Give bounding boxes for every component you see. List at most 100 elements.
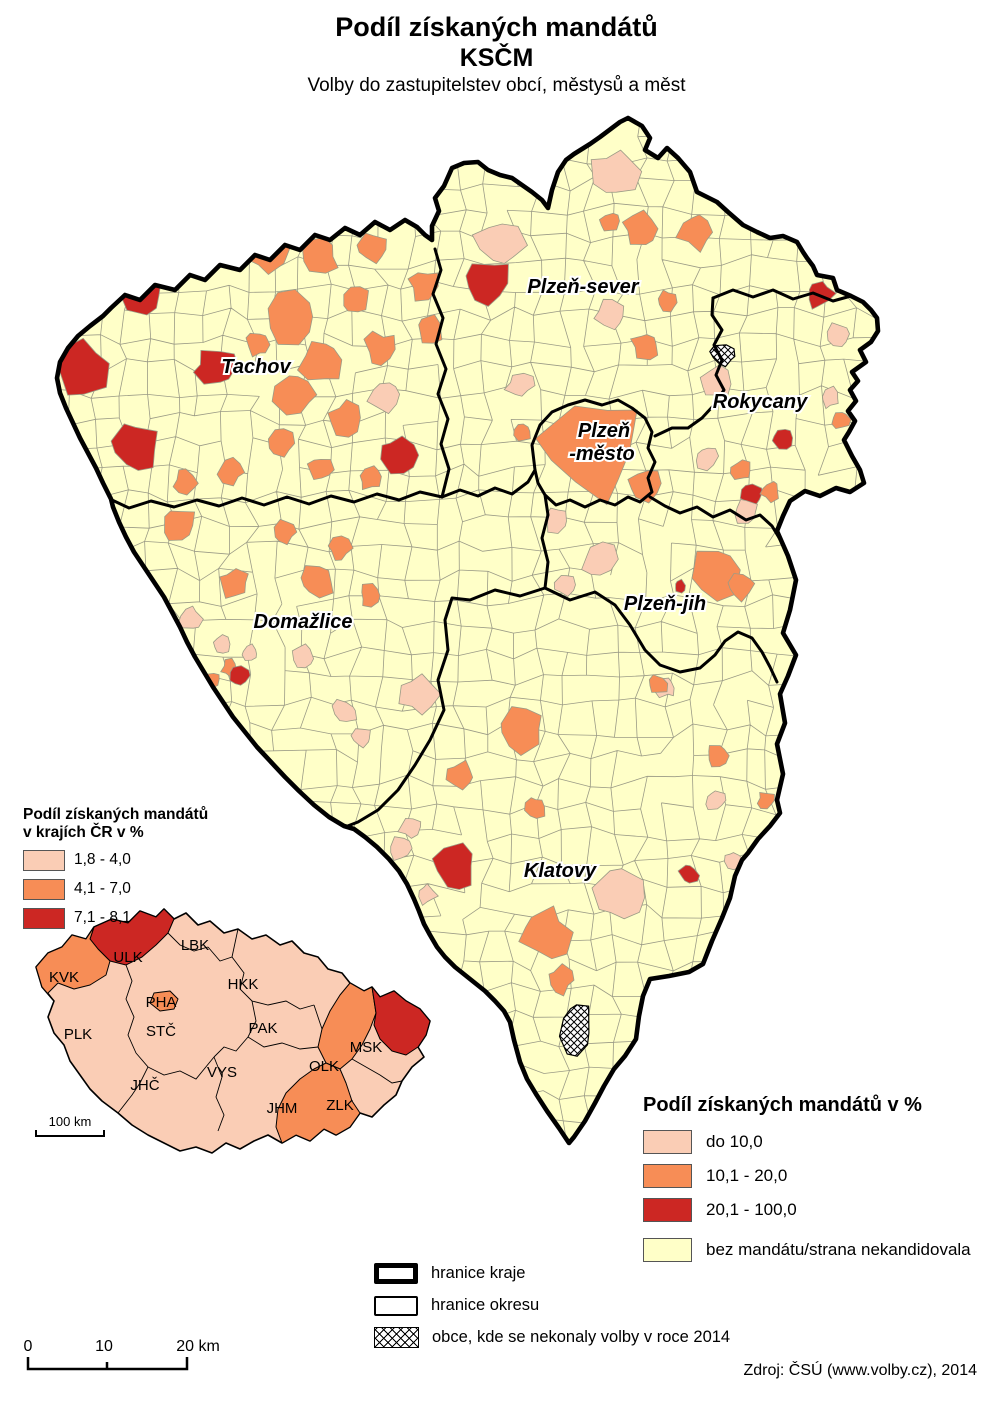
municipality-patch (361, 582, 381, 608)
title-block: Podíl získaných mandátů KSČM Volby do za… (0, 12, 993, 98)
boundary-legend-row: hranice kraje (374, 1261, 730, 1286)
district-label-tachov: Tachov (221, 356, 292, 378)
mandate-swatch-red (643, 1198, 692, 1222)
municipality-patch (826, 322, 850, 348)
municipality-patch (471, 223, 529, 264)
kraj-legend-row: 7,1 - 8,1 (23, 907, 208, 929)
kraj-boundary-swatch (374, 1263, 418, 1284)
mandate-swatch-label: 20,1 - 100,0 (706, 1200, 797, 1219)
municipality-patch (229, 665, 251, 686)
inset-region-jhm (275, 1062, 361, 1144)
inset-region-kvk (35, 926, 111, 1002)
municipality-patch (822, 385, 839, 410)
district-label-domazlice: Domažlice (254, 611, 353, 633)
boundary-legend-row: hranice okresu (374, 1293, 730, 1318)
inset-label-zlk: ZLK (326, 1097, 354, 1114)
municipality-patch (503, 372, 536, 397)
inset-label-msk: MSK (350, 1039, 383, 1056)
municipality-patch (407, 272, 439, 302)
district-boundary-plzensever-rokycany-west (653, 296, 726, 438)
mandate-legend-row: 20,1 - 100,0 (643, 1198, 993, 1222)
municipality-patch (366, 382, 401, 415)
municipality-patch (553, 575, 576, 598)
municipality-patch (192, 349, 238, 385)
municipality-patch (327, 535, 354, 561)
inset-region-borders (117, 928, 403, 1132)
mandate-swatch-orange (643, 1164, 692, 1188)
municipality-patch (172, 468, 199, 496)
inset-scale-bar: 100 km (35, 1114, 105, 1137)
municipality-patch (271, 375, 318, 416)
municipality-patch (759, 481, 779, 504)
inset-label-lbk: LBK (181, 937, 209, 954)
main-map (54, 115, 881, 1146)
municipality-patch (398, 673, 442, 716)
municipality-patch (110, 423, 158, 471)
municipality-patch (691, 550, 741, 602)
municipality-patch (327, 398, 361, 438)
mandate-swatch-pink (643, 1130, 692, 1154)
municipality-patch (331, 698, 358, 722)
municipality-patch (756, 792, 775, 810)
kraj-swatch-red (23, 907, 65, 929)
municipality-patch (164, 510, 196, 541)
municipality-patch (548, 963, 575, 997)
no-election-municipality (558, 1004, 590, 1057)
district-label-rokycany: Rokycany (713, 391, 808, 413)
kraj-legend-title-line1: Podíl získaných mandátů (23, 806, 209, 823)
municipality-patch (629, 334, 659, 361)
municipality-patch (593, 298, 625, 331)
municipality-patch (356, 232, 387, 265)
district-label-klatovy: Klatovy (524, 860, 597, 882)
municipality-patch (729, 459, 751, 480)
inset-label-pak: PAK (249, 1020, 278, 1037)
district-boundary-plzenmesto-ring (530, 398, 657, 509)
municipality-patch (306, 458, 335, 481)
municipality-patch (513, 423, 531, 442)
district-boundary-plzensever-rokycany-north (711, 288, 853, 303)
municipality-patch (245, 332, 271, 358)
inset-label-vys: VYS (207, 1064, 237, 1081)
municipality-patch (524, 797, 546, 819)
municipality-patch (390, 836, 413, 862)
map-title: Podíl získaných mandátů (335, 12, 658, 42)
municipality-patch (291, 643, 315, 669)
municipality-patch (212, 634, 231, 654)
municipality-patch (431, 842, 473, 890)
district-boundary-tachov-plzensever (431, 247, 451, 499)
mandate-legend: Podíl získaných mandátů v % do 10,0 10,1… (643, 1094, 993, 1272)
district-boundary-tachov-domazlice (110, 490, 444, 510)
mandate-legend-row: bez mandátu/strana nekandidovala (643, 1238, 993, 1262)
inset-map-czechia (35, 908, 431, 1154)
municipality-patch (273, 518, 298, 546)
boundary-label: hranice okresu (431, 1296, 540, 1314)
municipality-patch (831, 412, 852, 430)
municipality-patch (598, 212, 620, 232)
inset-region-pha (149, 990, 179, 1012)
kraj-swatch-label: 7,1 - 8,1 (74, 909, 131, 927)
map-title-party: KSČM (459, 43, 534, 72)
municipality-patch (380, 435, 420, 475)
boundary-label: obce, kde se nekonaly volby v roce 2014 (432, 1328, 731, 1346)
mandate-legend-row: do 10,0 (643, 1130, 993, 1154)
municipality-patch (591, 868, 645, 920)
municipality-patch (465, 263, 509, 307)
source-note: Zdroj: ČSÚ (www.volby.cz), 2014 (743, 1362, 977, 1379)
municipality-patch (705, 790, 727, 811)
municipality-patch (648, 674, 669, 693)
district-labels: Plzeň-sever Tachov Rokycany Plzeň -město… (219, 274, 810, 884)
municipality-patch (695, 447, 720, 472)
inset-label-hkk: HKK (228, 976, 259, 993)
inset-label-jhc: JHČ (130, 1077, 159, 1094)
boundary-label: hranice kraje (431, 1264, 526, 1282)
kraj-legend-title-line2: v krajích ČR v % (23, 823, 144, 841)
district-label-plzen-mesto-2: -město (569, 443, 635, 465)
municipality-patch (296, 340, 343, 381)
mandate-swatch-label: 10,1 - 20,0 (706, 1166, 788, 1185)
kraj-legend-row: 4,1 - 7,0 (23, 878, 208, 900)
inset-label-pha: PHA (146, 994, 177, 1011)
inset-label-plk: PLK (64, 1026, 92, 1043)
boundary-legend: hranice kraje hranice okresu obce, kde s… (374, 1261, 730, 1357)
mandate-swatch-yellow (643, 1238, 692, 1262)
kraj-swatch-pink (23, 849, 65, 871)
